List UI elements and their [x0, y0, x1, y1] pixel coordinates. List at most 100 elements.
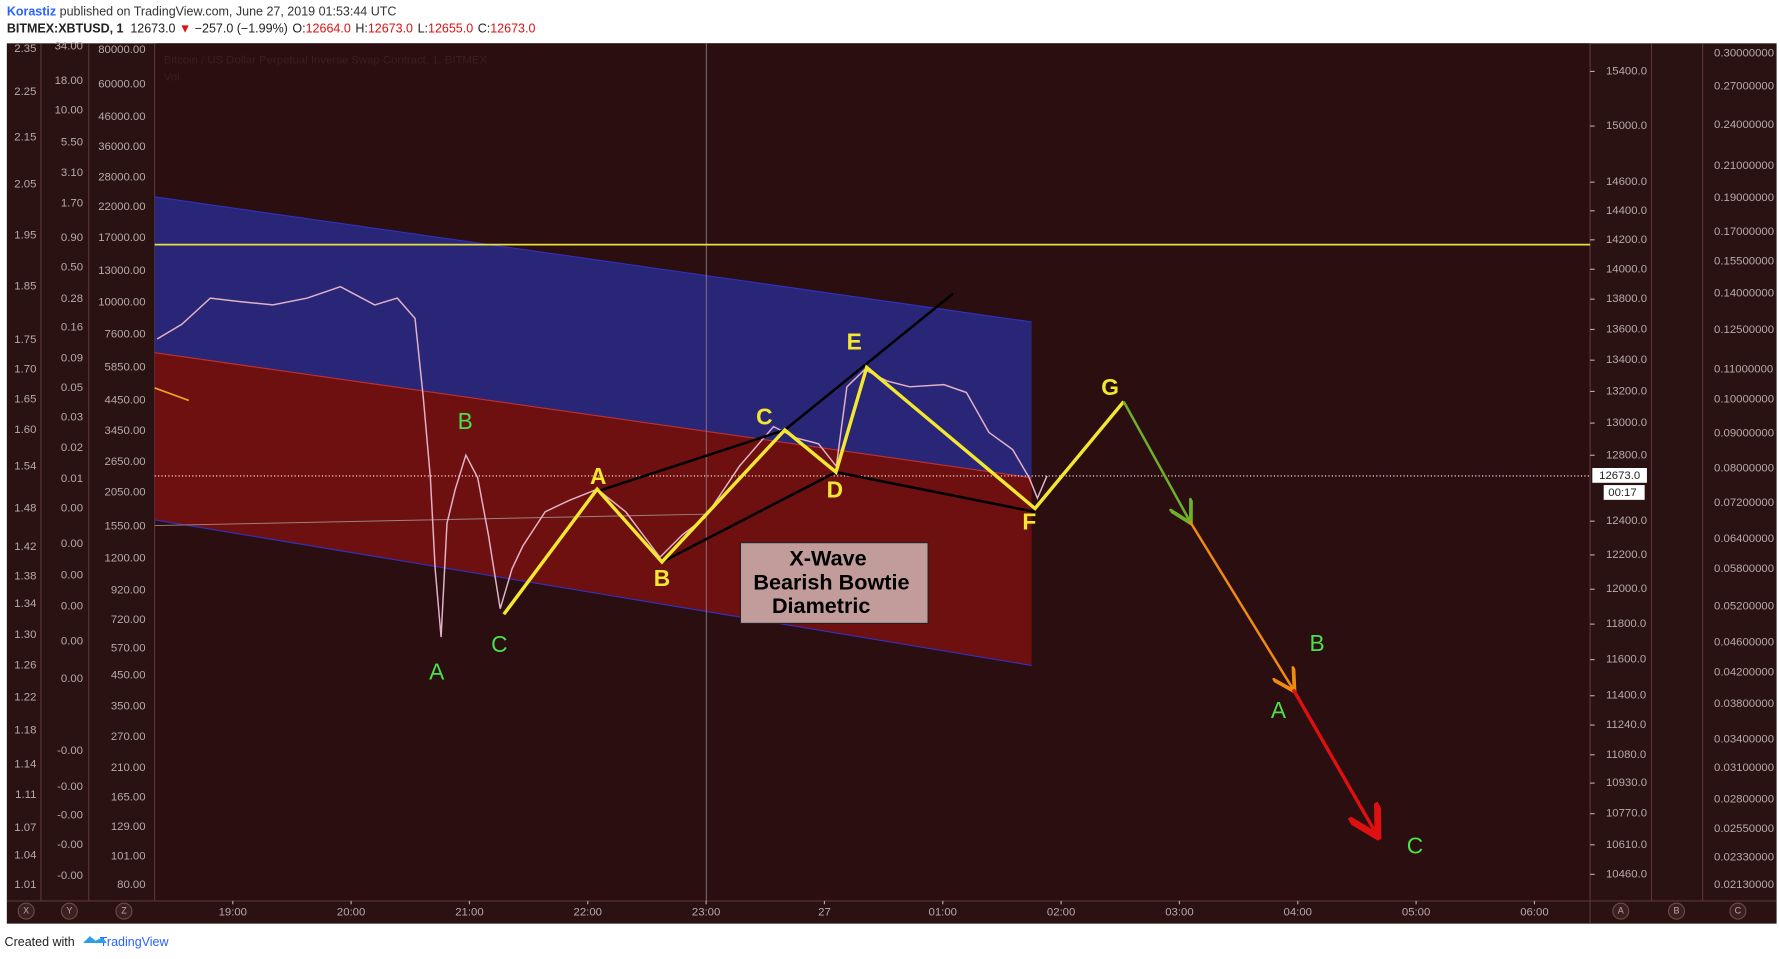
left-scale-label: 60000.00 [98, 78, 145, 90]
box-text: Diametric [772, 593, 871, 618]
left-scale-label: 0.00 [61, 538, 83, 550]
right-scale-label: 0.24000000 [1714, 119, 1774, 131]
left-scale-label: 5.50 [61, 136, 83, 148]
header-line2: BITMEX:XBTUSD, 1 12673.0 ▼ −257.0 (−1.99%) O… [7, 22, 536, 36]
x-tick-label: 05:00 [1402, 906, 1430, 918]
y-tick-label: 12200.0 [1606, 549, 1647, 561]
left-scale-label: 46000.00 [98, 111, 145, 123]
y-tick-label: 11600.0 [1606, 654, 1646, 666]
y-tick-label: 14000.0 [1606, 263, 1647, 275]
left-scale-label: 1.85 [14, 281, 36, 293]
channel-line [154, 196, 1032, 323]
toolbar-label[interactable]: B [1673, 906, 1679, 916]
toolbar-label[interactable]: Z [121, 906, 127, 916]
left-scale-label: 1.75 [14, 334, 36, 346]
channel-line [154, 352, 1032, 479]
right-scale-label: 0.03100000 [1714, 762, 1774, 774]
left-scale-label: 0.00 [61, 673, 83, 685]
left-scale-label: 2.25 [14, 86, 36, 98]
left-scale-label: 2.35 [14, 43, 36, 55]
x-tick-label: 04:00 [1284, 906, 1312, 918]
brand[interactable]: TradingView [100, 935, 170, 949]
y-tick-label: 14400.0 [1606, 205, 1647, 217]
x-tick-label: 06:00 [1520, 906, 1548, 918]
left-scale-label: 0.02 [61, 442, 83, 454]
toolbar-label[interactable]: A [1618, 906, 1625, 916]
right-scale-label: 0.27000000 [1714, 81, 1774, 93]
x-tick-label: 27 [818, 906, 831, 918]
right-scale-label: 0.03400000 [1714, 733, 1774, 745]
pattern-label: C [756, 404, 772, 430]
left-scale-label: 1.34 [14, 598, 36, 610]
left-scale-label: 1.70 [14, 364, 36, 376]
left-scale-label: 28000.00 [98, 172, 145, 184]
left-scale-label: 2650.00 [105, 456, 146, 468]
label-box [739, 542, 929, 624]
y-tick-label: 11800.0 [1606, 618, 1646, 630]
left-scale-label: 0.90 [61, 232, 83, 244]
created: Created with [5, 935, 75, 949]
right-scale-label: 0.02550000 [1714, 823, 1774, 835]
wave-label: B [1310, 630, 1325, 656]
x-tick-label: 22:00 [574, 906, 602, 918]
left-scale-label: 4450.00 [105, 394, 146, 406]
symbol: BITMEX:XBTUSD, 1 [7, 22, 124, 36]
left-scale-label: -0.00 [57, 745, 83, 757]
x-tick-label: 19:00 [219, 906, 247, 918]
right-scale-label: 0.10000000 [1714, 393, 1774, 405]
y-tick-label: 13800.0 [1606, 293, 1647, 305]
right-scale-label: 0.05200000 [1714, 600, 1774, 612]
right-scale-label: 0.11000000 [1714, 364, 1773, 376]
right-scale-label: 0.15500000 [1714, 256, 1774, 268]
y-tick-label: 10610.0 [1606, 839, 1647, 851]
logo [83, 936, 107, 943]
left-scale-label: 1.01 [14, 879, 36, 891]
chart-subtitle: Vol [164, 71, 180, 83]
right-scale-label: 0.05800000 [1714, 563, 1774, 575]
y-tick-label: 13600.0 [1606, 323, 1647, 335]
left-scale-label: 1.54 [14, 460, 36, 472]
left-scale-label: 10000.00 [98, 297, 145, 309]
left-scale-label: 570.00 [111, 642, 146, 654]
left-scale-label: 1.70 [61, 198, 83, 210]
pattern-label: A [590, 463, 606, 489]
left-scale-label: 13000.00 [98, 265, 145, 277]
x-tick-label: 01:00 [929, 906, 957, 918]
left-scale-label: 2.15 [14, 132, 36, 144]
left-scale-label: 0.05 [61, 382, 83, 394]
wave-label: C [491, 631, 507, 657]
last-price-label: 12673.0 [1599, 470, 1640, 482]
left-scale-label: 1.18 [14, 724, 36, 736]
left-scale-label: -0.00 [57, 870, 83, 882]
pattern-label: D [827, 476, 843, 502]
y-tick-label: 11400.0 [1606, 690, 1646, 702]
toolbar-label[interactable]: Y [66, 906, 72, 916]
left-scale-label: 80000.00 [98, 44, 145, 56]
y-tick-label: 13400.0 [1606, 354, 1647, 366]
wave-label: C [1407, 832, 1423, 858]
right-scale-label: 0.06400000 [1714, 533, 1774, 545]
pattern-label: B [654, 565, 670, 591]
right-scale-label: 0.04600000 [1714, 637, 1774, 649]
toolbar-label[interactable]: C [1735, 906, 1742, 916]
right-scale-label: 0.02330000 [1714, 852, 1774, 864]
box-text: X-Wave [789, 545, 866, 570]
toolbar-button [60, 902, 78, 920]
left-scale-label: 17000.00 [98, 232, 145, 244]
right-scale-label: 0.21000000 [1714, 160, 1774, 172]
left-scale-label: 1.07 [14, 822, 36, 834]
left-scale-label: 1200.00 [105, 553, 146, 565]
change: −257.0 (−1.99%) [195, 22, 288, 36]
left-scale-label: 720.00 [111, 614, 146, 626]
left-scale-label: 101.00 [111, 851, 146, 863]
left-scale-label: 10.00 [55, 104, 83, 116]
published: published on TradingView.com, June 27, 2… [56, 5, 396, 19]
left-scale-label: 1.26 [14, 659, 36, 671]
toolbar-button [1612, 902, 1630, 920]
toolbar-label[interactable]: X [23, 906, 29, 916]
y-tick-label: 14200.0 [1606, 234, 1647, 246]
wave-label: B [458, 408, 473, 434]
left-scale-label: 1.60 [14, 424, 36, 436]
right-scale-label: 0.17000000 [1714, 226, 1774, 238]
author[interactable]: Korastiz [7, 5, 56, 19]
